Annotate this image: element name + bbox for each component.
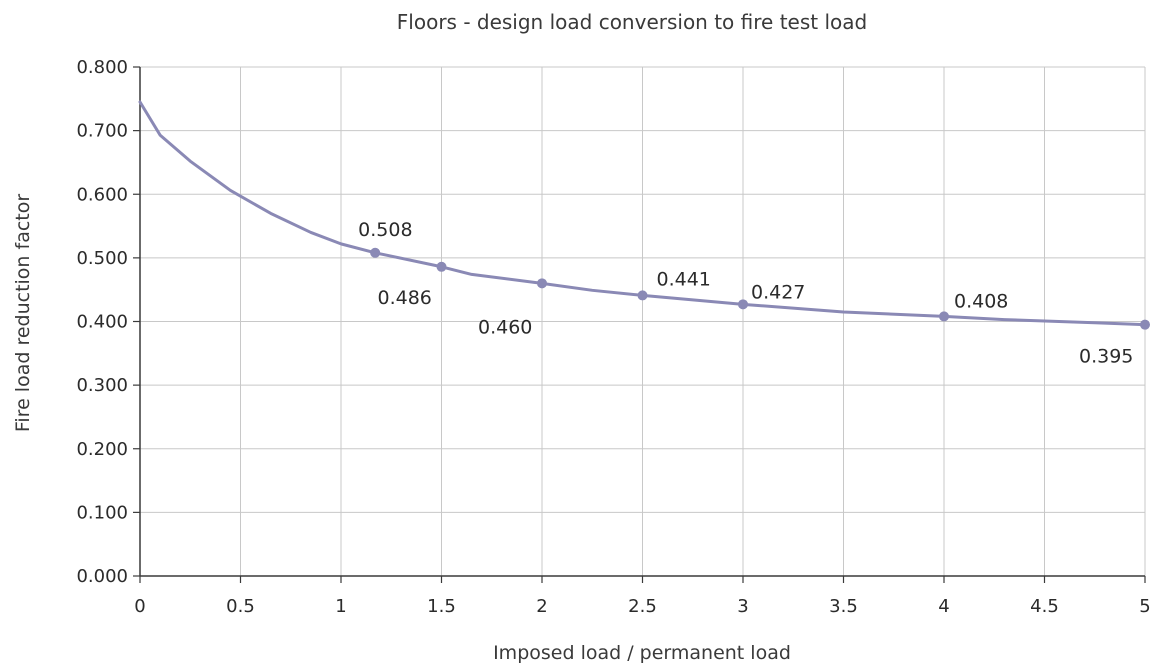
y-tick-label: 0.700 — [76, 121, 128, 142]
series — [138, 100, 1150, 330]
data-point-marker — [738, 299, 748, 310]
data-label: 0.441 — [657, 268, 711, 290]
x-tick-label: 1 — [335, 596, 346, 617]
y-tick-label: 0.200 — [76, 439, 128, 460]
data-point-marker — [1140, 319, 1150, 330]
y-tick-label: 0.500 — [76, 248, 128, 269]
x-tick-label: 2.5 — [628, 596, 657, 617]
x-tick-label: 4.5 — [1030, 596, 1059, 617]
x-tick-label: 5 — [1139, 596, 1150, 617]
x-tick-label: 0 — [134, 596, 145, 617]
y-tick-label: 0.000 — [76, 566, 128, 587]
x-tick-label: 3.5 — [829, 596, 858, 617]
data-labels: 0.508 0.486 0.460 0.441 0.427 0.408 0.395 — [358, 219, 1133, 368]
x-tick-label: 2 — [536, 596, 547, 617]
y-tick-label: 0.600 — [76, 184, 128, 205]
y-tick-label: 0.100 — [76, 502, 128, 523]
data-label: 0.508 — [358, 219, 412, 241]
data-point-marker — [939, 311, 949, 322]
grid — [140, 66, 1146, 576]
x-tick-label: 1.5 — [427, 596, 456, 617]
y-tick-label: 0.400 — [76, 312, 128, 333]
data-label: 0.460 — [478, 316, 532, 338]
data-point-marker — [370, 247, 381, 258]
chart-title: Floors - design load conversion to fire … — [397, 10, 867, 34]
x-axis-label: Imposed load / permanent load — [493, 642, 791, 664]
data-label: 0.408 — [954, 290, 1008, 312]
x-tick-label: 0.5 — [226, 596, 255, 617]
axes: 0.000 0.100 0.200 0.300 0.400 0.500 0.600 0.700… — [76, 57, 1150, 617]
data-label: 0.427 — [751, 281, 805, 303]
data-point-marker — [436, 261, 447, 272]
y-axis-label: Fire load reduction factor — [12, 194, 34, 433]
data-point-marker — [537, 278, 547, 289]
y-tick-label: 0.300 — [76, 375, 128, 396]
x-tick-label: 4 — [938, 596, 949, 617]
data-label: 0.395 — [1079, 346, 1133, 368]
y-tick-label: 0.800 — [76, 57, 128, 78]
data-point-marker — [637, 290, 648, 301]
x-tick-label: 3 — [737, 596, 748, 617]
data-label: 0.486 — [378, 287, 432, 309]
